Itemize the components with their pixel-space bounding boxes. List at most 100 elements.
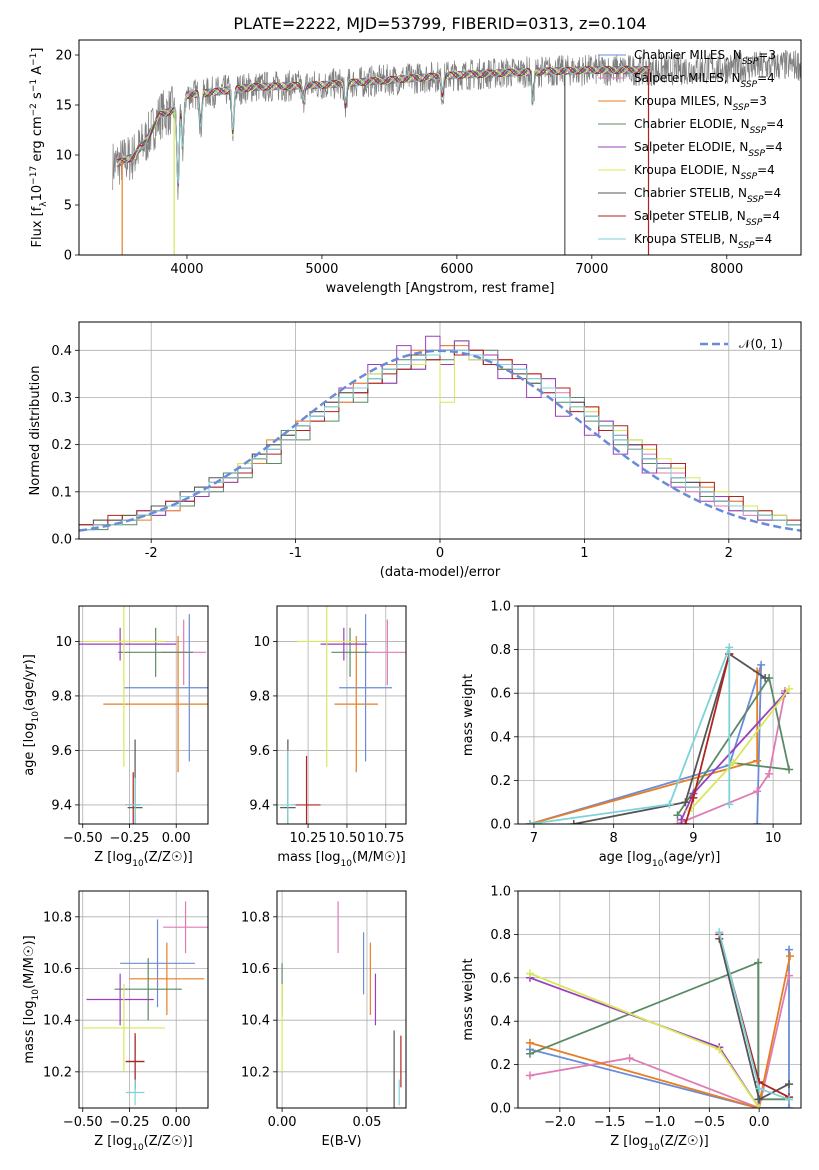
y-axis-label: mass weight (461, 674, 476, 756)
errorbar-point (103, 635, 208, 773)
weight-marker (755, 1095, 764, 1104)
x-tick-label: 10.75 (367, 831, 404, 846)
weight-marker (765, 769, 774, 778)
histogram-series (79, 349, 801, 539)
model-spectrum (116, 66, 650, 181)
axes-frame (276, 890, 407, 1109)
weight-marker (689, 793, 698, 802)
errorbar-point (334, 635, 379, 773)
mass-weight-vs-age-plot-area (518, 606, 801, 824)
weight-marker (755, 1104, 764, 1108)
x-axis-label: Z [log10(Z/Z☉)] (610, 1134, 708, 1153)
y-tick-label: 1.0 (490, 885, 511, 900)
mass-vs-Z-plot-area (79, 891, 208, 1108)
errorbar-point (320, 627, 368, 661)
errorbar-point (86, 973, 154, 1026)
y-tick-label: 10.2 (43, 1065, 72, 1080)
weight-marker (725, 800, 734, 809)
age-vs-mass-plot-area (277, 606, 406, 824)
x-tick-label: −0.5 (694, 1115, 726, 1130)
legend-label: Kroupa ELODIE, NSSP=4 (634, 163, 775, 182)
errorbar-point (125, 1079, 145, 1106)
y-tick-label: 0.8 (490, 643, 511, 658)
weight-marker (673, 820, 682, 824)
y-tick-label: 0.2 (490, 774, 511, 789)
y-tick-label: 10.8 (241, 910, 270, 925)
axes-frame (517, 605, 802, 825)
errorbar-point (339, 614, 393, 762)
weight-marker (725, 643, 734, 652)
legend-label: 𝒩(0, 1) (739, 337, 783, 351)
weight-marker (785, 1104, 794, 1108)
y-tick-label: 0.8 (490, 928, 511, 943)
x-axis-label: wavelength [Angstrom, rest frame] (326, 281, 555, 296)
weight-marker (754, 958, 763, 967)
errorbar-point (125, 777, 145, 824)
y-tick-label: 9.6 (249, 744, 270, 759)
y-axis-label: Normed distribution (28, 366, 43, 496)
weight-marker (673, 811, 682, 820)
weight-marker (785, 765, 794, 774)
x-tick-label: 0.00 (162, 1115, 191, 1130)
weight-series (529, 955, 791, 1108)
residual-hist-panel: -2 -1 0 1 2 0.0 0.1 0.2 0.3 0.4 (data-model)/error… (28, 321, 802, 580)
y-tick-label: 10.6 (241, 962, 270, 977)
y-tick-label: 15 (55, 99, 72, 114)
x-tick-label: -2 (145, 546, 158, 561)
errorbar-point (292, 755, 321, 824)
errorbar-point (331, 627, 369, 677)
weight-series (529, 949, 790, 1108)
x-axis-label: (data-model)/error (380, 565, 501, 580)
model-spectrum (116, 66, 650, 187)
y-tick-label: 0.4 (490, 730, 511, 745)
weight-marker (753, 787, 762, 796)
weight-marker (757, 660, 766, 669)
x-tick-label: 8000 (710, 262, 743, 277)
x-axis-label: Z [log10(Z/Z☉)] (94, 850, 192, 869)
errorbar-point (365, 619, 406, 686)
legend-label: Kroupa MILES, NSSP=3 (634, 94, 767, 113)
x-tick-label: 8 (610, 831, 618, 846)
x-tick-label: 5000 (305, 262, 338, 277)
mass-vs-Z-panel: −0.50 −0.25 0.00 10.2 10.4 10.6 10.8 Z [log10(Z… (22, 890, 209, 1153)
x-axis-label: age [log10(age/yr)] (599, 850, 721, 869)
x-axis-label: mass [log10(M/M☉)] (277, 850, 405, 869)
y-tick-label: 0.6 (490, 971, 511, 986)
y-axis-label: mass [log10(M/M☉)] (22, 935, 41, 1063)
model-spectrum (116, 66, 650, 183)
weight-marker (681, 798, 690, 807)
y-tick-label: 9.8 (51, 689, 72, 704)
x-tick-label: 1 (580, 546, 588, 561)
weight-marker (525, 820, 534, 824)
y-tick-label: 10 (253, 635, 270, 650)
y-tick-label: 0.4 (51, 344, 72, 359)
weight-series (676, 675, 791, 816)
errorbar-point (163, 901, 208, 953)
weight-marker (525, 1049, 534, 1058)
age-vs-Z-plot-area (79, 606, 208, 824)
x-tick-label: −1.5 (594, 1115, 626, 1130)
x-tick-label: 10.50 (328, 831, 365, 846)
x-tick-label: 6000 (440, 262, 473, 277)
x-tick-label: 4000 (170, 262, 203, 277)
y-tick-label: 5 (64, 199, 72, 214)
mass-vs-EBV-panel: 0.00 0.05 10.2 10.4 10.6 10.8 E(B-V) (241, 890, 407, 1149)
y-tick-label: 9.4 (249, 798, 270, 813)
figure-title: PLATE=2222, MJD=53799, FIBERID=0313, z=0… (233, 14, 646, 33)
y-tick-label: 9.6 (51, 744, 72, 759)
axes-frame (276, 605, 407, 825)
x-tick-label: 2 (725, 546, 733, 561)
legend-label: Chabrier ELODIE, NSSP=4 (634, 117, 784, 136)
errorbar-point (280, 750, 296, 824)
weight-series (529, 664, 762, 824)
y-tick-label: 0.1 (51, 485, 72, 500)
weight-series (677, 690, 786, 824)
weight-marker (525, 1038, 534, 1047)
y-tick-label: 0.2 (490, 1058, 511, 1073)
weight-marker (681, 820, 690, 824)
x-tick-label: -1 (289, 546, 302, 561)
x-axis-label: E(B-V) (321, 1134, 361, 1149)
errorbar-point (82, 606, 165, 767)
weight-marker (625, 1054, 634, 1063)
weight-marker (715, 1045, 724, 1054)
